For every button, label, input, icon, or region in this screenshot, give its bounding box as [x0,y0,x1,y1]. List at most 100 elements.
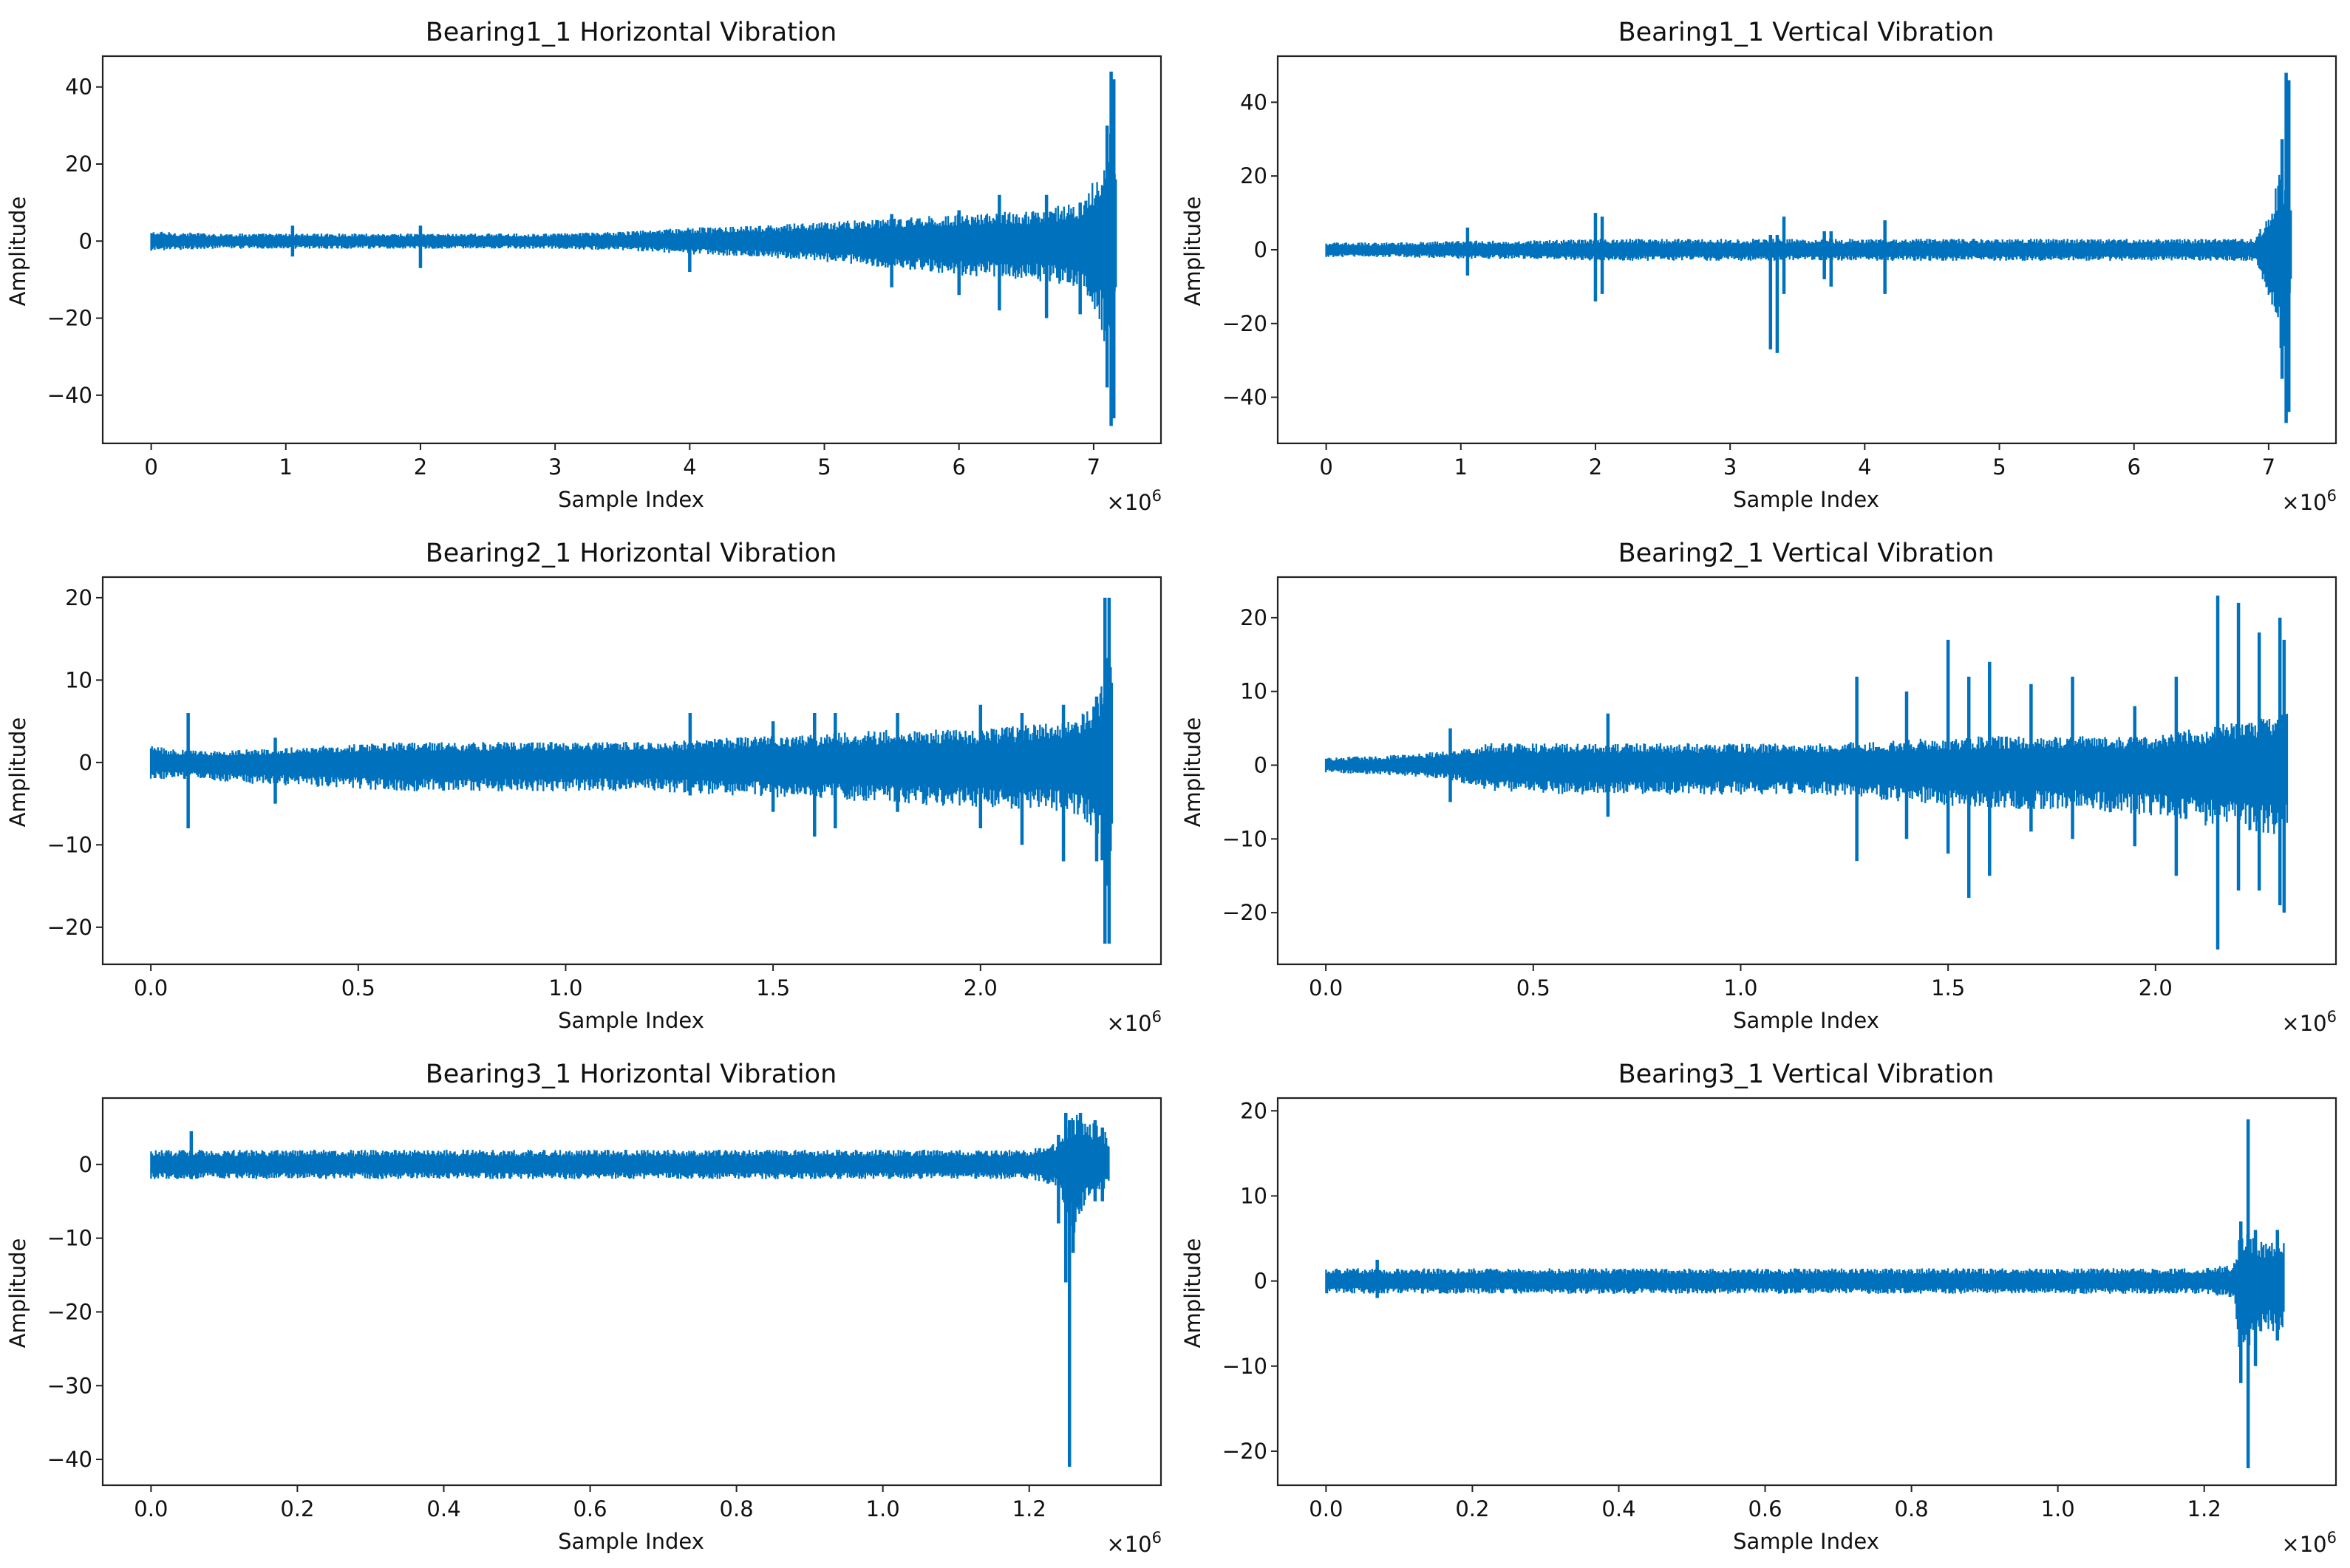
panel-bearing1-horizontal: Bearing1_1 Horizontal Vibration Sample I… [5,18,1162,515]
x-tick-label: 1.0 [2041,1496,2075,1521]
panel-bearing2-horizontal: Bearing2_1 Horizontal Vibration Sample I… [5,539,1162,1036]
x-tick-label: 1 [1454,454,1468,480]
x-axis-label: Sample Index [558,1529,704,1554]
x-tick-label: 0 [144,454,157,480]
x-tick-label: 2.0 [2139,975,2173,1001]
y-tick-label: 10 [65,667,92,692]
x-tick-label: 0.8 [720,1496,754,1521]
panel-title: Bearing1_1 Vertical Vibration [1618,18,1995,47]
x-tick-label: 1 [279,454,293,480]
x-axis-label: Sample Index [558,487,704,512]
panel-title: Bearing3_1 Vertical Vibration [1618,1060,1995,1089]
series-clip-group [1325,72,2292,423]
y-tick-label: −40 [47,1447,92,1472]
y-tick-label: −20 [1222,1439,1267,1464]
x-tick-label: 1.0 [1723,975,1757,1001]
vibration-signal-band [149,657,1114,893]
plot-area [1324,595,2289,950]
plot-frame [101,55,1162,445]
x-tick-label: 0.0 [134,1496,168,1521]
panel-bearing3-vertical: Bearing3_1 Vertical Vibration Sample Ind… [1180,1060,2337,1557]
x-tick-label: 2 [1589,454,1602,480]
plot-frame [101,576,1162,966]
x-tick-label: 1.5 [756,975,790,1001]
y-tick-label: 20 [1240,1098,1267,1123]
vibration-signal-band [150,133,1117,341]
vibration-signal-band [1324,713,2289,834]
x-tick-label: 0.6 [1748,1496,1782,1521]
y-tick-label: 40 [1240,89,1267,115]
y-tick-label: 0 [1254,1269,1267,1294]
x-tick-label: 0 [1319,454,1332,480]
y-tick-label: −10 [1222,1354,1267,1379]
x-tick-label: 5 [1992,454,2006,480]
x-tick-label: 1.5 [1931,975,1965,1001]
y-tick-label: 0 [79,228,92,253]
x-tick-label: 0.6 [573,1496,607,1521]
series-clip-group [1325,1119,2285,1468]
x-axis-label: Sample Index [1733,1008,1879,1033]
y-tick-label: −20 [1222,900,1267,925]
y-tick-label: 40 [65,75,92,100]
vibration-signal-band [1325,174,2292,349]
plot-area [1325,1119,2285,1468]
y-tick-label: 0 [1254,237,1267,262]
y-tick-label: 0 [79,750,92,775]
x-tick-label: 5 [817,454,831,480]
y-tick-label: −20 [47,1299,92,1324]
series-clip-group [150,71,1117,426]
x-tick-label: 0.0 [134,975,168,1001]
y-tick-label: 20 [1240,605,1267,630]
y-axis-label: Amplitude [5,1238,30,1349]
y-axis-label: Amplitude [1180,1238,1205,1349]
y-tick-label: −20 [1222,311,1267,336]
y-axis-label: Amplitude [5,197,30,307]
x-tick-label: 7 [2262,454,2275,480]
panel-title: Bearing1_1 Horizontal Vibration [426,18,837,47]
x-axis-multiplier: ×106 [2281,1529,2337,1557]
y-tick-label: −10 [47,1226,92,1251]
x-tick-label: 0.2 [1455,1496,1489,1521]
x-axis-multiplier: ×106 [1106,1008,1162,1036]
series-clip-group [150,1112,1110,1468]
panel-bearing2-vertical: Bearing2_1 Vertical Vibration Sample Ind… [1180,539,2337,1036]
x-tick-label: 0.0 [1309,975,1343,1001]
y-axis-label: Amplitude [1180,717,1205,828]
plot-area [149,597,1114,944]
x-tick-label: 0.4 [426,1496,460,1521]
x-tick-label: 2.0 [964,975,998,1001]
x-tick-label: 0.5 [341,975,375,1001]
x-tick-label: 1.2 [2187,1496,2221,1521]
y-axis-label: Amplitude [5,717,30,828]
x-axis-label: Sample Index [1733,487,1879,512]
x-tick-label: 4 [1858,454,1871,480]
x-tick-label: 6 [952,454,965,480]
x-tick-label: 7 [1087,454,1100,480]
x-tick-label: 1.0 [548,975,582,1001]
y-tick-label: −40 [1222,385,1267,410]
panel-bearing1-vertical: Bearing1_1 Vertical Vibration Sample Ind… [1180,18,2337,515]
plot-area [150,71,1117,426]
y-tick-label: 10 [1240,679,1267,704]
x-tick-label: 4 [683,454,696,480]
x-tick-label: 0.8 [1895,1496,1929,1521]
x-tick-label: 0.5 [1516,975,1550,1001]
y-tick-label: −40 [47,383,92,408]
plot-area [1325,72,2292,423]
y-tick-label: 20 [1240,163,1267,188]
y-tick-label: −20 [47,306,92,331]
y-tick-label: −20 [47,915,92,940]
plot-frame [1276,1097,2337,1487]
x-tick-label: 0.4 [1601,1496,1635,1521]
y-tick-label: 20 [65,151,92,177]
plot-frame [1276,576,2337,966]
x-axis-multiplier: ×106 [2281,1008,2337,1036]
panel-title: Bearing2_1 Vertical Vibration [1618,539,1995,568]
y-tick-label: 10 [1240,1183,1267,1208]
x-axis-multiplier: ×106 [1106,1529,1162,1557]
x-tick-label: 3 [1723,454,1737,480]
y-tick-label: −10 [47,832,92,857]
x-axis-multiplier: ×106 [2281,487,2337,515]
x-tick-label: 0.0 [1309,1496,1343,1521]
